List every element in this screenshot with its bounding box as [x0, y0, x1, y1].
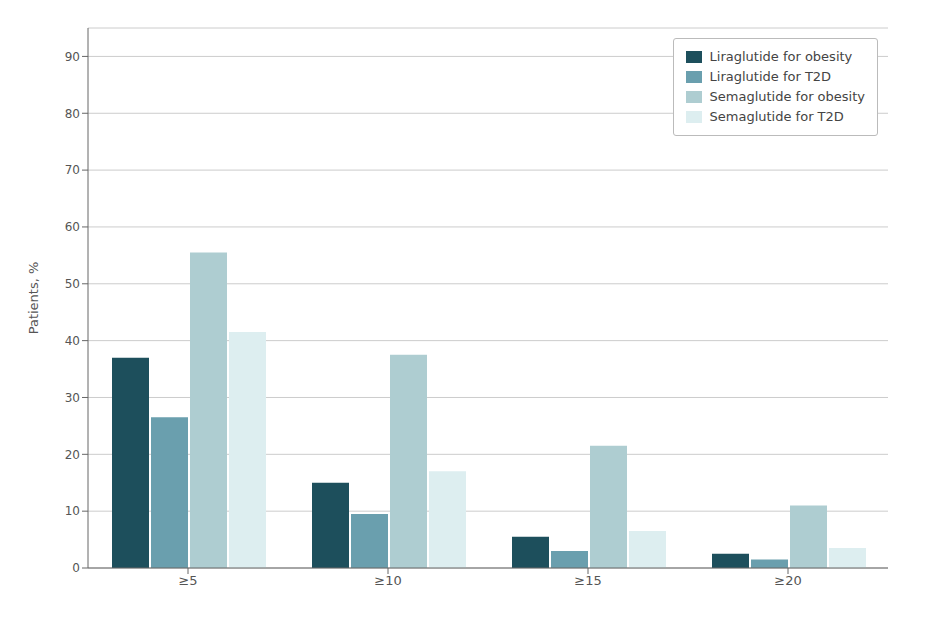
svg-text:≥10: ≥10 — [374, 573, 401, 588]
svg-text:10: 10 — [65, 504, 80, 518]
svg-text:60: 60 — [65, 220, 80, 234]
svg-text:50: 50 — [65, 277, 80, 291]
svg-text:70: 70 — [65, 163, 80, 177]
html-text:Liraglutide for obesity: Liraglutide for obesity — [709, 49, 853, 64]
svg-text:0: 0 — [72, 561, 80, 575]
html-text:Semaglutide for T2D: Semaglutide for T2D — [709, 109, 844, 124]
svg-text:80: 80 — [65, 107, 80, 121]
svg-text:Patients, %: Patients, % — [26, 262, 41, 335]
svg-text:≥20: ≥20 — [774, 573, 801, 588]
svg-text:90: 90 — [65, 50, 80, 64]
html-text:Semaglutide for obesity: Semaglutide for obesity — [709, 89, 865, 104]
svg-text:≥15: ≥15 — [574, 573, 601, 588]
html-text:Liraglutide for T2D: Liraglutide for T2D — [709, 69, 832, 84]
svg-text:≥5: ≥5 — [178, 573, 197, 588]
svg-text:40: 40 — [65, 334, 80, 348]
svg-text:30: 30 — [65, 391, 80, 405]
svg-text:20: 20 — [65, 448, 80, 462]
